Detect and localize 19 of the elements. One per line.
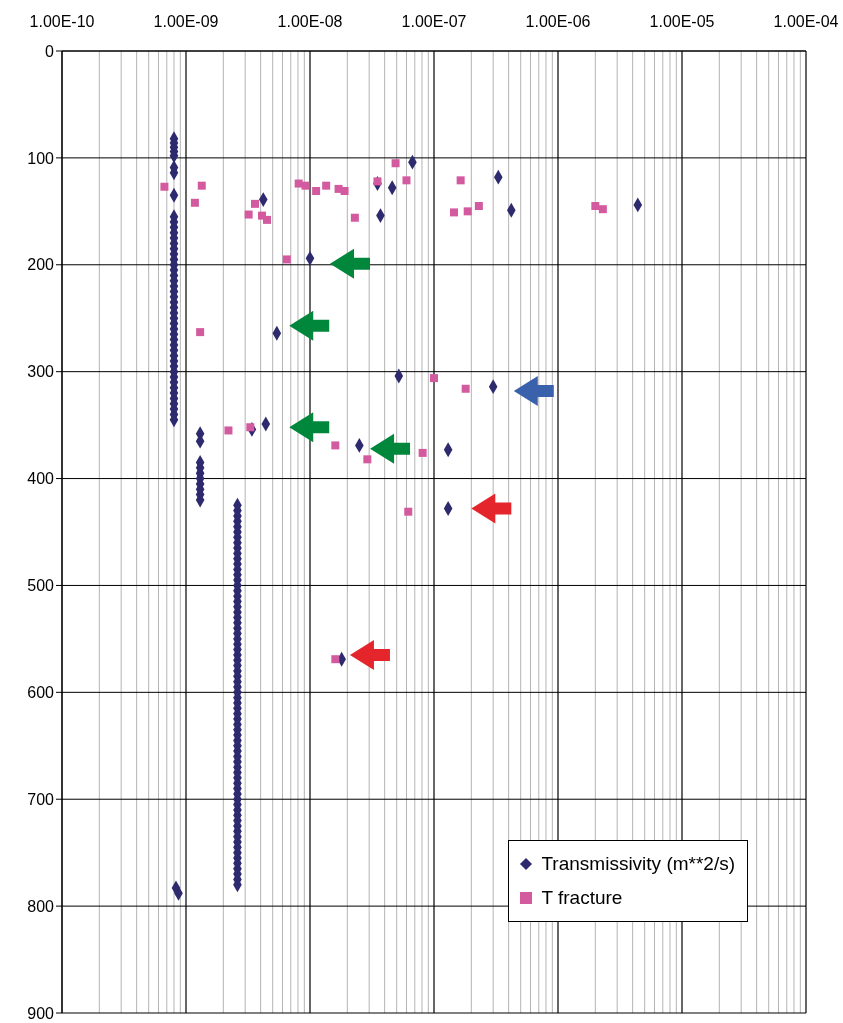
x-tick-label: 1.00E-07 bbox=[401, 13, 467, 30]
y-tick-label: 900 bbox=[27, 1004, 55, 1022]
y-tick-label: 100 bbox=[27, 149, 55, 167]
x-tick-label: 1.00E-08 bbox=[277, 13, 343, 30]
y-tick-label: 700 bbox=[27, 790, 55, 808]
y-tick-label: 800 bbox=[27, 897, 55, 915]
legend-label: Transmissivity (m**2/s) bbox=[541, 852, 735, 876]
x-tick-label: 1.00E-04 bbox=[773, 13, 839, 30]
legend-label: T fracture bbox=[541, 886, 623, 910]
y-tick-label: 500 bbox=[27, 577, 55, 595]
y-tick-label: 300 bbox=[27, 363, 55, 381]
x-tick-label: 1.00E-06 bbox=[525, 13, 591, 30]
y-tick-label: 0 bbox=[45, 42, 55, 60]
y-tick-label: 600 bbox=[27, 684, 55, 702]
x-tick-label: 1.00E-09 bbox=[153, 13, 219, 30]
x-tick-label: 1.00E-10 bbox=[29, 13, 95, 30]
x-tick-label: 1.00E-05 bbox=[649, 13, 715, 30]
y-tick-label: 200 bbox=[27, 256, 55, 274]
y-tick-label: 400 bbox=[27, 470, 55, 488]
